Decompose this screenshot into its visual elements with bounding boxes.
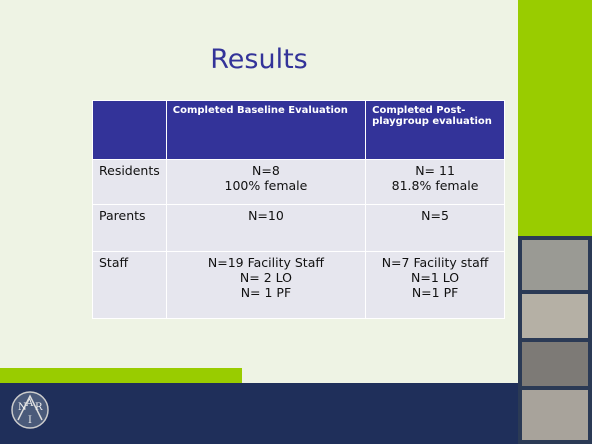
photo [522, 240, 588, 290]
green-sidebar [518, 0, 592, 236]
photo-strip [518, 236, 592, 444]
cell-line: N=10 [248, 208, 284, 223]
results-table: Completed Baseline Evaluation Completed P… [92, 100, 505, 319]
table-cell: N=7 Facility staff N=1 LO N=1 PF [365, 251, 505, 319]
footer-band [0, 383, 518, 444]
cell-line: N=8 [252, 163, 280, 178]
logo-letter: R [35, 402, 43, 413]
cell-line: N=19 Facility Staff [207, 255, 324, 270]
header-cell: Completed Post-playgroup evaluation [365, 100, 505, 160]
table-cell: N= 11 81.8% female [365, 159, 505, 205]
cell-line: N= 2 LO [239, 270, 292, 285]
row-label: Staff [92, 251, 167, 319]
cell-line: N= 11 [415, 163, 455, 178]
table-row: Staff N=19 Facility Staff N= 2 LO N= 1 PF N=… [92, 251, 505, 319]
logo-letter: I [28, 415, 32, 426]
header-cell: Completed Baseline Evaluation [165, 100, 367, 160]
cell-line: N= 1 PF [240, 285, 292, 300]
table-cell: N=19 Facility Staff N= 2 LO N= 1 PF [165, 251, 367, 319]
table-cell: N=5 [365, 204, 505, 252]
cell-line: 81.8% female [391, 178, 479, 193]
cell-line: N=1 PF [411, 285, 459, 300]
header-cell [92, 100, 167, 160]
photo [522, 342, 588, 386]
cell-line: N=1 LO [411, 270, 460, 285]
table-row: Residents N=8 100% female N= 11 81.8% female [92, 159, 505, 205]
slide-title: Results [210, 44, 308, 75]
footer-accent [0, 368, 242, 383]
cell-line: N=5 [421, 208, 449, 223]
table-cell: N=8 100% female [165, 159, 367, 205]
table-row: Parents N=10 N=5 [92, 204, 505, 252]
cell-line: N=7 Facility staff [381, 255, 489, 270]
row-label: Parents [92, 204, 167, 252]
photo [522, 294, 588, 338]
photo [522, 390, 588, 440]
logo: N A R I [11, 391, 49, 429]
header-row: Completed Baseline Evaluation Completed P… [92, 100, 505, 160]
logo-letter: A [25, 398, 34, 409]
row-label: Residents [92, 159, 167, 205]
table-cell: N=10 [165, 204, 367, 252]
logo-letter: N [18, 402, 27, 413]
cell-line: 100% female [224, 178, 308, 193]
